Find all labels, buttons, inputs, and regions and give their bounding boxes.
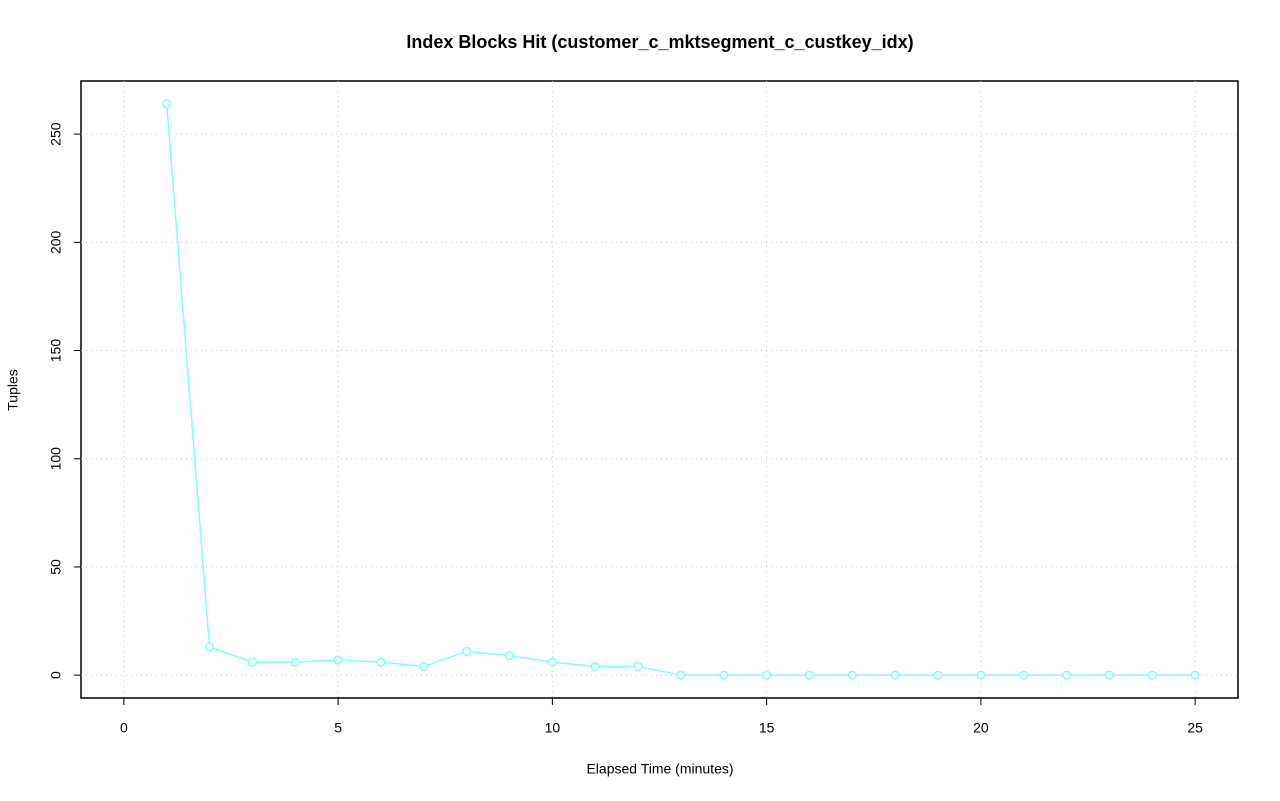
- plot-frame: [80, 80, 1239, 699]
- data-point: [205, 642, 215, 652]
- data-point: [333, 655, 343, 665]
- x-tick-label: 10: [545, 720, 561, 736]
- data-point: [590, 661, 600, 672]
- x-tick-label: 5: [334, 720, 342, 736]
- data-point: [162, 99, 172, 109]
- data-point: [1104, 670, 1114, 680]
- data-point: [547, 657, 557, 667]
- x-tick-label: 20: [973, 720, 989, 736]
- y-tick-label: 250: [48, 122, 64, 146]
- data-point: [504, 651, 515, 661]
- data-point: [419, 661, 429, 672]
- data-point: [1147, 670, 1157, 680]
- data-point: [376, 657, 386, 667]
- data-point: [1019, 670, 1029, 680]
- data-point: [290, 657, 300, 667]
- data-point: [1190, 670, 1200, 680]
- data-line: [165, 103, 1196, 676]
- data-point: [462, 646, 472, 656]
- x-tick-label: 15: [759, 720, 775, 736]
- data-point: [933, 670, 943, 680]
- y-tick-label: 150: [48, 339, 64, 363]
- y-tick-label: 50: [48, 559, 64, 575]
- y-tick-label: 0: [48, 671, 64, 679]
- data-point: [976, 670, 986, 680]
- chart-title: Index Blocks Hit (customer_c_mktsegment_…: [406, 32, 913, 52]
- data-point: [804, 670, 815, 680]
- data-point: [1062, 670, 1072, 680]
- data-point: [847, 670, 857, 680]
- x-axis-label: Elapsed Time (minutes): [586, 761, 733, 777]
- x-tick-label: 0: [120, 720, 128, 736]
- data-point: [676, 670, 686, 680]
- data-point: [890, 670, 900, 680]
- data-point: [762, 670, 772, 680]
- data-point: [719, 670, 729, 680]
- y-tick-label: 200: [48, 230, 64, 254]
- data-point: [633, 661, 643, 672]
- y-tick-label: 100: [48, 447, 64, 471]
- data-point: [247, 657, 257, 667]
- y-axis-label: Tuples: [5, 369, 21, 411]
- x-tick-label: 25: [1187, 720, 1203, 736]
